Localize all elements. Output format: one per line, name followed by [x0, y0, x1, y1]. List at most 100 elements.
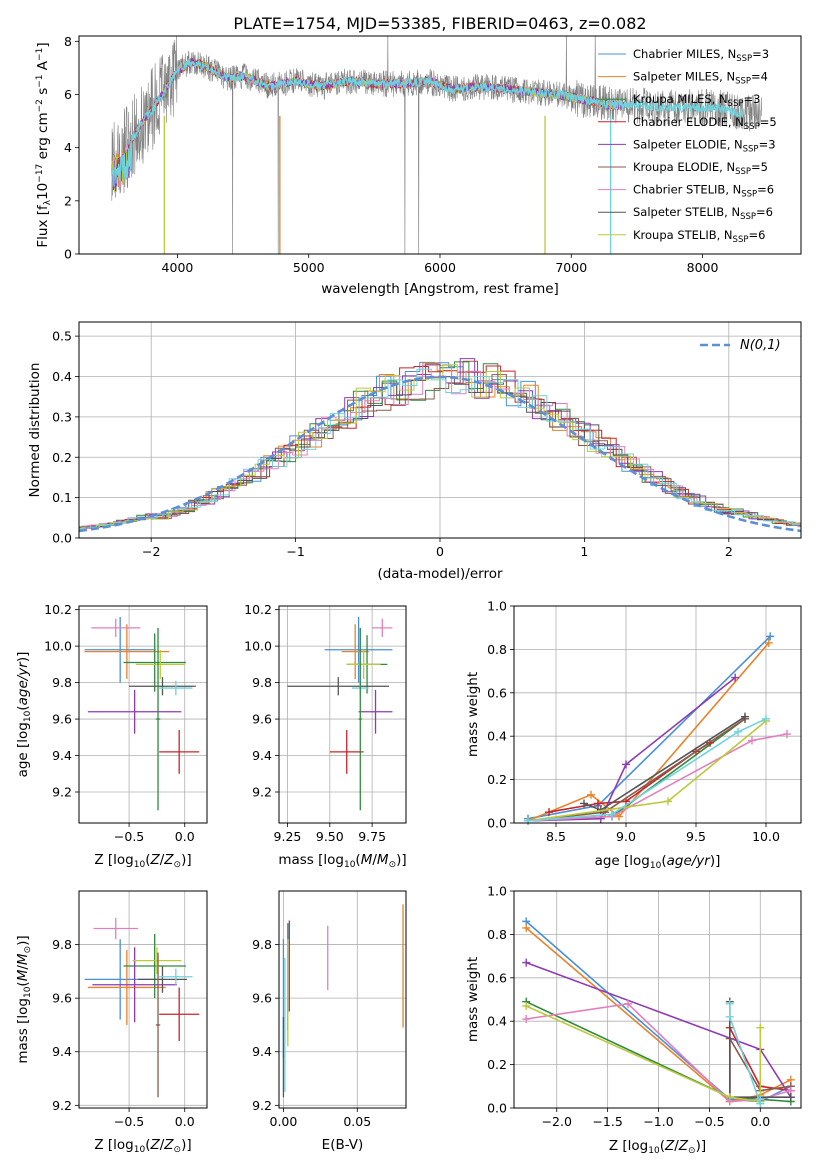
error-point — [123, 933, 186, 999]
weight-point-marker — [786, 1093, 795, 1102]
x-tick-label: 10.0 — [752, 829, 780, 844]
y-tick-label: 0.4 — [52, 369, 72, 384]
mass_vs_ebv-frame — [278, 890, 407, 1109]
y-tick-label: 0.0 — [487, 1101, 507, 1116]
y-axis-label: mass weight — [465, 672, 481, 757]
y-tick-label: 9.8 — [52, 937, 72, 952]
weight_vs_age-frame — [513, 605, 802, 824]
weight-point-marker — [725, 999, 734, 1008]
histogram-kroupa_stelib — [79, 364, 801, 530]
y-tick-label: 8 — [64, 34, 72, 49]
y-tick-label: 0.2 — [487, 772, 507, 787]
x-tick-label: −0.5 — [114, 829, 144, 844]
error-point — [84, 616, 156, 683]
y-tick-label: 0.0 — [52, 531, 72, 546]
y-tick-label: 9.6 — [52, 991, 72, 1006]
error-point — [155, 952, 161, 1098]
x-axis-label: age [log10(age/yr)] — [595, 853, 721, 871]
x-tick-label: 7000 — [555, 260, 587, 275]
error-point — [132, 947, 182, 975]
residuals-axes: −2 −1 0 1 2 0.0 0.1 0.2 0.3 0.4 0.5 — [52, 322, 801, 559]
legend-label: Chabrier STELIB, NSSP=6 — [633, 183, 774, 200]
weight-point-marker — [756, 1095, 765, 1104]
legend-label: Chabrier ELODIE, NSSP=5 — [633, 115, 777, 132]
age_vs_Z-axes: −0.5 0.0 9.2 9.4 9.6 9.8 10.0 10.2 — [44, 602, 207, 844]
weight_vs_age-axes: 8.5 9.0 9.5 10.0 0.0 0.2 0.4 0.6 0.8 1.0 — [487, 599, 801, 844]
error-point — [358, 689, 393, 734]
normal-curve — [78, 375, 802, 533]
weight-series-line — [527, 642, 770, 822]
error-point — [84, 624, 170, 679]
y-tick-label: 4 — [64, 140, 72, 155]
y-tick-label: 9.6 — [52, 712, 72, 727]
legend-entry: Kroupa MILES, NSSP=3 — [598, 92, 760, 109]
residuals-frame — [78, 321, 802, 539]
histogram-extra — [79, 368, 801, 529]
x-tick-label: 1 — [580, 544, 588, 559]
x-tick-label: 4000 — [162, 260, 194, 275]
y-tick-label: 0.6 — [487, 685, 507, 700]
legend-entry: Salpeter MILES, NSSP=4 — [598, 70, 768, 87]
age_vs_mass-frame — [278, 605, 407, 824]
y-axis-label: mass weight — [465, 957, 481, 1042]
weight-series-line — [525, 1005, 762, 1103]
weight-point-marker — [608, 810, 616, 819]
error-point — [346, 649, 381, 679]
error-point — [159, 730, 200, 774]
y-tick-label: 1.0 — [487, 599, 507, 614]
legend-entry: Chabrier ELODIE, NSSP=5 — [598, 115, 777, 132]
weight-point-marker — [623, 999, 632, 1008]
x-tick-label: 0.05 — [343, 1114, 371, 1129]
x-tick-label: 9.0 — [616, 829, 636, 844]
y-tick-label: 9.2 — [252, 785, 272, 800]
legend-label: Chabrier MILES, NSSP=3 — [633, 47, 769, 64]
x-tick-label: 8000 — [687, 260, 719, 275]
error-point — [123, 633, 186, 692]
x-axis-label: Z [log10(Z/Z⊙)] — [94, 1137, 191, 1155]
weight-point-marker — [664, 797, 672, 806]
x-tick-label: 0.0 — [750, 1114, 770, 1129]
weight-point-marker — [756, 1023, 765, 1032]
y-tick-label: 0.0 — [487, 816, 507, 831]
y-tick-label: 1.0 — [487, 884, 507, 899]
y-tick-label: 9.8 — [52, 675, 72, 690]
weight_vs_Z-frame — [513, 890, 802, 1109]
age_vs_Z-frame — [78, 605, 208, 824]
y-tick-label: 9.4 — [52, 1044, 72, 1059]
weight-point-marker — [594, 799, 602, 808]
y-axis-label: Flux [fλ10−17 erg cm−2 s−1 A−1] — [35, 42, 53, 247]
y-tick-label: 10.2 — [44, 602, 72, 617]
error-point — [91, 618, 141, 637]
weight-point-marker — [783, 730, 791, 739]
mass_vs_Z-axes: −0.5 0.0 9.2 9.4 9.6 9.8 — [52, 891, 207, 1129]
error-point — [159, 680, 193, 696]
error-point — [329, 730, 364, 774]
weight-point-marker — [522, 923, 531, 932]
error-point — [287, 677, 390, 696]
error-point — [135, 649, 185, 679]
x-tick-label: 0.0 — [175, 1114, 195, 1129]
weight-point-marker — [741, 712, 749, 721]
x-axis-label: E(B-V) — [322, 1137, 364, 1153]
legend-entry: Kroupa ELODIE, NSSP=5 — [598, 160, 768, 177]
histogram-salpeter_stelib — [79, 363, 801, 530]
weight-series-line — [525, 1000, 791, 1103]
x-tick-label: 9.75 — [358, 829, 386, 844]
x-tick-label: −1.5 — [592, 1114, 622, 1129]
x-tick-label: 2 — [725, 544, 733, 559]
y-axis-label: Normed distribution — [27, 363, 43, 498]
error-point — [159, 968, 193, 985]
x-tick-label: −2.0 — [542, 1114, 572, 1129]
weight-point-marker — [522, 1015, 531, 1024]
y-tick-label: 10.2 — [244, 602, 272, 617]
y-tick-label: 0.2 — [52, 450, 72, 465]
error-point — [358, 627, 362, 811]
weight-point-marker — [580, 799, 588, 808]
x-axis-label: wavelength [Angstrom, rest frame] — [321, 281, 559, 297]
weight-point-marker — [766, 632, 775, 641]
x-tick-label: 9.5 — [686, 829, 706, 844]
y-tick-label: 0.4 — [487, 1014, 507, 1029]
y-tick-label: 9.6 — [252, 712, 272, 727]
weight-point-marker — [596, 814, 605, 823]
histogram-chabrier_stelib — [79, 364, 801, 529]
